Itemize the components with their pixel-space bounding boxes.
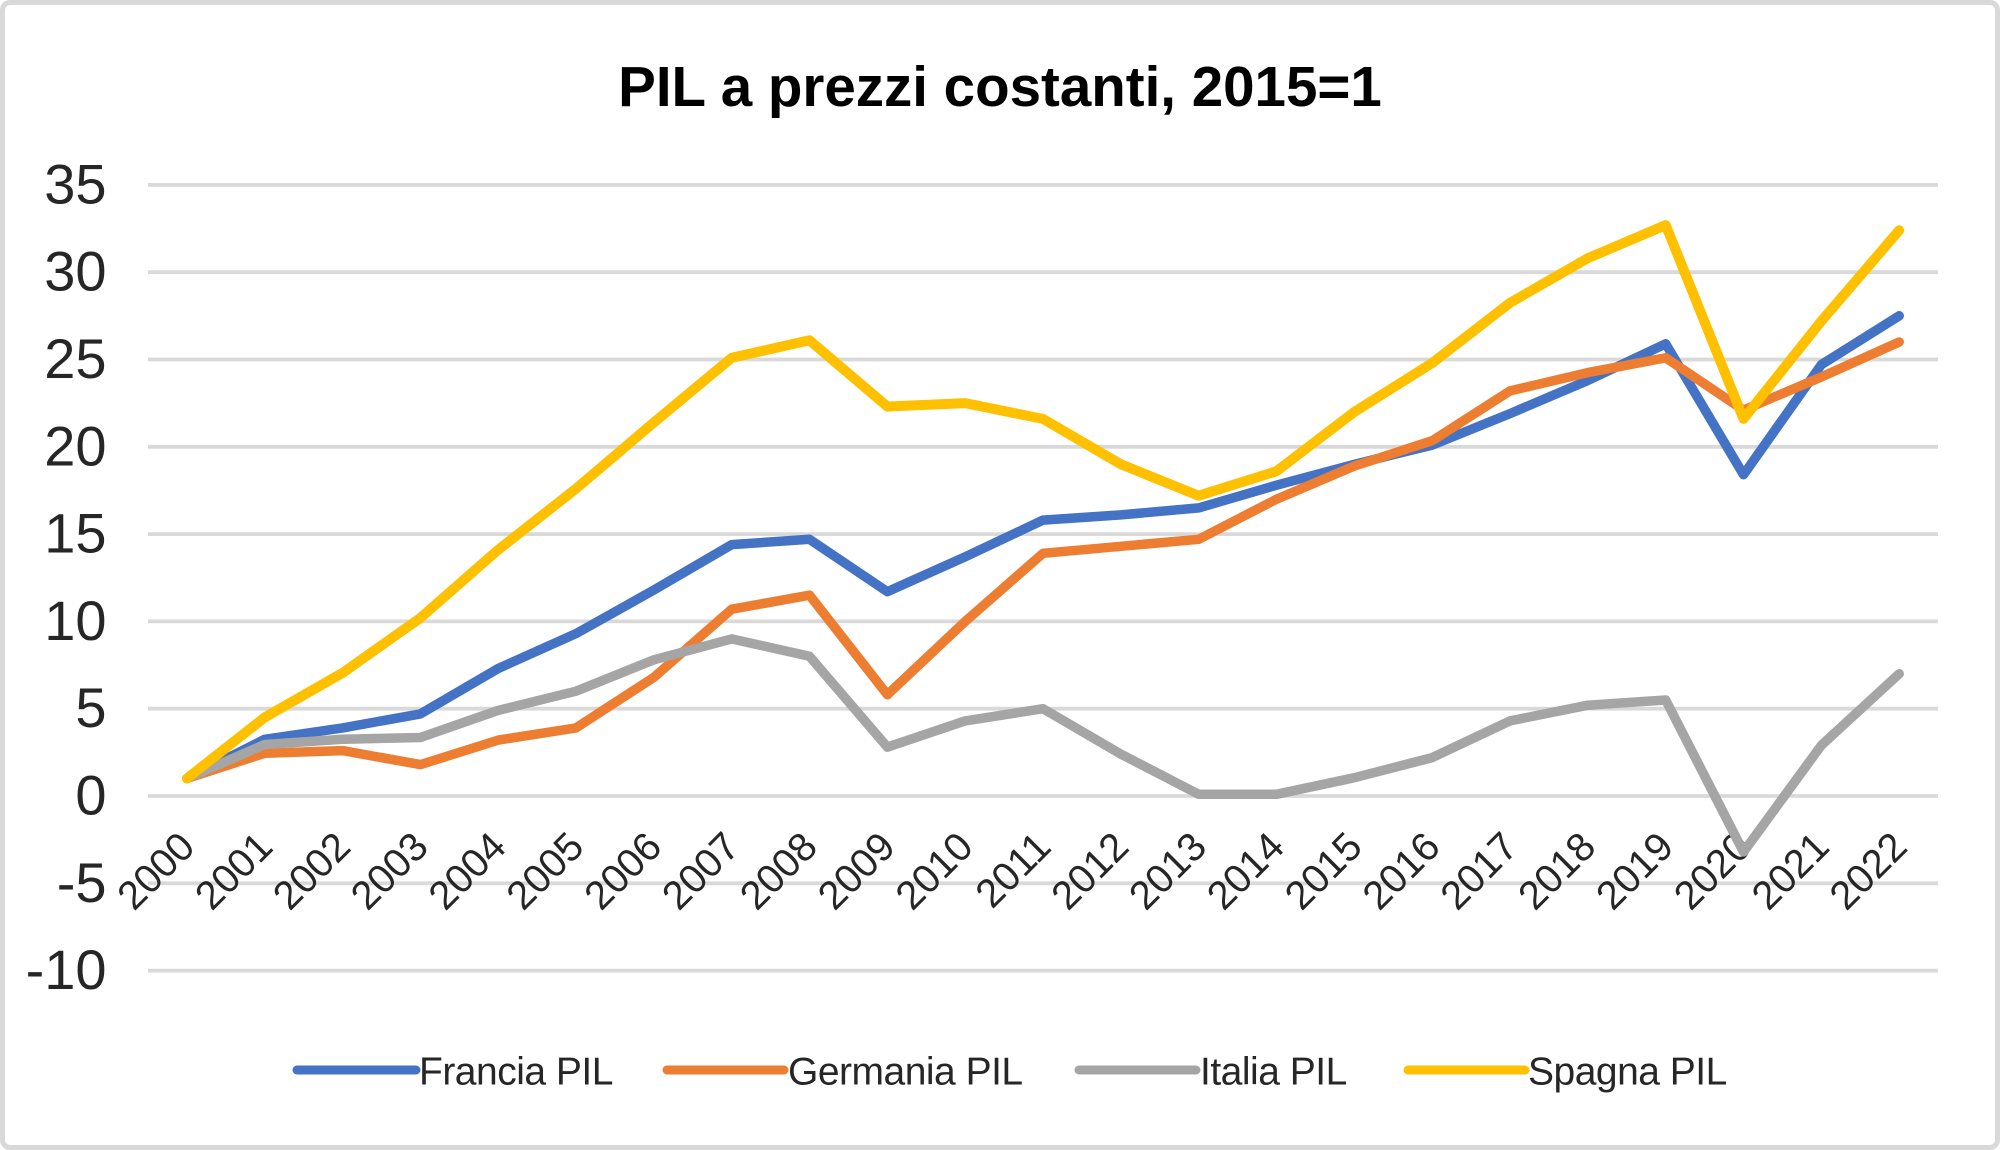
svg-text:2009: 2009 [810, 824, 904, 918]
svg-text:2004: 2004 [421, 824, 515, 918]
svg-text:10: 10 [44, 589, 106, 652]
svg-text:15: 15 [44, 502, 106, 565]
svg-text:5: 5 [75, 676, 106, 739]
svg-text:30: 30 [44, 240, 106, 303]
svg-text:2018: 2018 [1510, 824, 1604, 918]
svg-text:2013: 2013 [1121, 824, 1215, 918]
svg-text:2007: 2007 [654, 824, 748, 918]
svg-text:Spagna PIL: Spagna PIL [1528, 1051, 1727, 1094]
svg-text:2000: 2000 [109, 824, 203, 918]
svg-text:PIL a prezzi costanti, 2015=1: PIL a prezzi costanti, 2015=1 [618, 55, 1382, 118]
svg-text:25: 25 [44, 327, 106, 390]
svg-text:2010: 2010 [888, 824, 982, 918]
svg-text:20: 20 [44, 414, 106, 477]
svg-text:2006: 2006 [576, 824, 670, 918]
svg-text:2014: 2014 [1199, 824, 1293, 918]
svg-text:-5: -5 [57, 851, 107, 914]
svg-text:-10: -10 [26, 938, 107, 1001]
svg-text:2016: 2016 [1355, 824, 1449, 918]
svg-text:Italia PIL: Italia PIL [1200, 1051, 1347, 1094]
svg-text:2008: 2008 [732, 824, 826, 918]
svg-text:2002: 2002 [265, 824, 359, 918]
svg-text:Germania PIL: Germania PIL [788, 1051, 1023, 1094]
svg-text:2017: 2017 [1432, 824, 1526, 918]
svg-text:Francia PIL: Francia PIL [419, 1051, 613, 1094]
svg-text:2003: 2003 [343, 824, 437, 918]
svg-text:2019: 2019 [1588, 824, 1682, 918]
svg-text:35: 35 [44, 152, 106, 215]
svg-text:2005: 2005 [498, 824, 592, 918]
svg-text:2011: 2011 [967, 824, 1059, 916]
svg-text:2001: 2001 [187, 824, 281, 918]
svg-text:2015: 2015 [1277, 824, 1371, 918]
svg-text:2020: 2020 [1666, 824, 1760, 918]
svg-text:2012: 2012 [1043, 824, 1137, 918]
svg-text:2022: 2022 [1822, 824, 1916, 918]
svg-text:0: 0 [75, 764, 106, 827]
